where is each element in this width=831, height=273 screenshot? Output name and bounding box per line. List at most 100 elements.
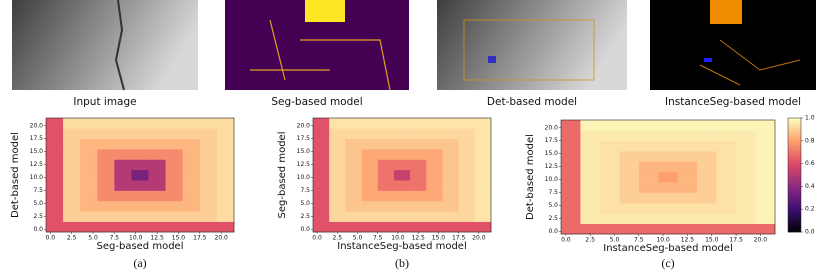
heat-cell	[580, 192, 601, 204]
heat-cell	[474, 190, 492, 202]
y-axis-label: Seg-based model	[277, 132, 288, 219]
y-tick-label: 12.5	[30, 161, 44, 168]
heat-cell	[561, 192, 581, 204]
heat-cell	[393, 149, 411, 160]
heat-cell	[410, 128, 427, 140]
heat-cell	[697, 140, 717, 152]
heat-cell	[697, 202, 717, 214]
heat-cell	[131, 149, 149, 160]
x-tick-label: 20.0	[215, 235, 229, 242]
heat-cell	[638, 213, 659, 224]
heat-cell	[736, 161, 756, 173]
heat-cell	[63, 149, 81, 160]
heat-cell	[736, 130, 756, 142]
heat-cell	[677, 140, 698, 152]
heat-cell	[114, 190, 132, 202]
heat-cell	[216, 221, 235, 233]
heat-cell	[63, 138, 81, 150]
colorbar-step	[788, 224, 801, 227]
heat-cell	[148, 221, 166, 233]
colorbar-step	[788, 176, 801, 180]
heat-cell	[114, 138, 132, 150]
heat-cell	[426, 169, 443, 181]
seg-image	[225, 0, 409, 91]
colorbar-step	[788, 182, 801, 185]
heat-cell	[619, 202, 640, 214]
heat-cell	[619, 171, 640, 183]
y-axis-label: Det-based model	[10, 132, 21, 218]
heat-cell	[677, 130, 698, 142]
heat-cell	[716, 161, 737, 173]
heat-cell	[63, 118, 81, 129]
x-tick-label: 17.5	[193, 235, 207, 242]
heat-cell	[619, 182, 640, 193]
heat-cell	[377, 200, 395, 212]
heat-cell	[658, 182, 679, 193]
heat-cell	[80, 211, 98, 222]
heat-cell	[199, 149, 218, 160]
heat-cell	[410, 138, 427, 150]
heat-cell	[426, 149, 443, 160]
heat-cell	[442, 149, 459, 160]
heat-cell	[329, 169, 346, 181]
heat-cell	[410, 169, 427, 181]
colorbar-frame	[787, 117, 802, 233]
colorbar-step	[788, 205, 801, 208]
heat-cell	[755, 192, 776, 204]
heat-cell	[658, 213, 679, 224]
colorbar-step	[788, 163, 801, 166]
heat-cell	[677, 161, 698, 173]
colorbar-step	[788, 152, 801, 155]
heat-cell	[658, 192, 679, 204]
heat-cell	[599, 140, 620, 152]
heat-cell	[182, 190, 201, 202]
heat-cell	[638, 151, 659, 162]
heat-cell	[46, 211, 64, 222]
colorbar-step	[788, 121, 801, 124]
heat-cell	[474, 200, 492, 212]
heat-cell	[393, 169, 411, 181]
heat-cell	[580, 120, 601, 131]
heat-cell	[345, 128, 362, 140]
heat-cell	[199, 190, 218, 202]
heat-cell	[182, 128, 201, 140]
heat-cell	[716, 140, 737, 152]
heat-cell	[755, 213, 776, 224]
heat-cell	[458, 159, 476, 171]
heat-cell	[131, 221, 149, 233]
y-tick-label: 20.0	[30, 122, 44, 129]
heat-cell	[182, 221, 201, 233]
heat-cell	[474, 221, 492, 233]
heat-cell	[131, 118, 149, 129]
x-tick-label: 5.0	[88, 235, 98, 242]
heat-cell	[329, 190, 346, 202]
heat-cell	[736, 202, 756, 214]
heat-cell	[97, 211, 115, 222]
heat-cell	[80, 118, 98, 129]
heat-cell	[148, 138, 166, 150]
x-tick-label: 10.0	[391, 235, 405, 242]
heat-cell	[599, 171, 620, 183]
heat-cell	[345, 200, 362, 212]
heat-cell	[638, 202, 659, 214]
heat-cell	[80, 149, 98, 160]
heat-cell	[63, 180, 81, 191]
heat-cell	[63, 159, 81, 171]
heat-cell	[561, 130, 581, 142]
heat-cell	[736, 182, 756, 193]
heat-cell	[426, 221, 443, 233]
heat-cell	[165, 149, 184, 160]
heat-cell	[361, 149, 379, 160]
heat-cell	[329, 180, 346, 191]
heat-cell	[426, 128, 443, 140]
colorbar-tick-label: 0.8	[805, 137, 815, 144]
colorbar-step	[788, 192, 801, 195]
colorbar-step	[788, 171, 801, 174]
heat-cell	[216, 159, 235, 171]
x-axis-label: InstanceSeg-based model	[337, 241, 467, 252]
image-caption: Seg-based model	[271, 96, 362, 108]
heat-cell	[216, 200, 235, 212]
colorbar-step	[788, 167, 801, 170]
heat-cell	[697, 192, 717, 204]
